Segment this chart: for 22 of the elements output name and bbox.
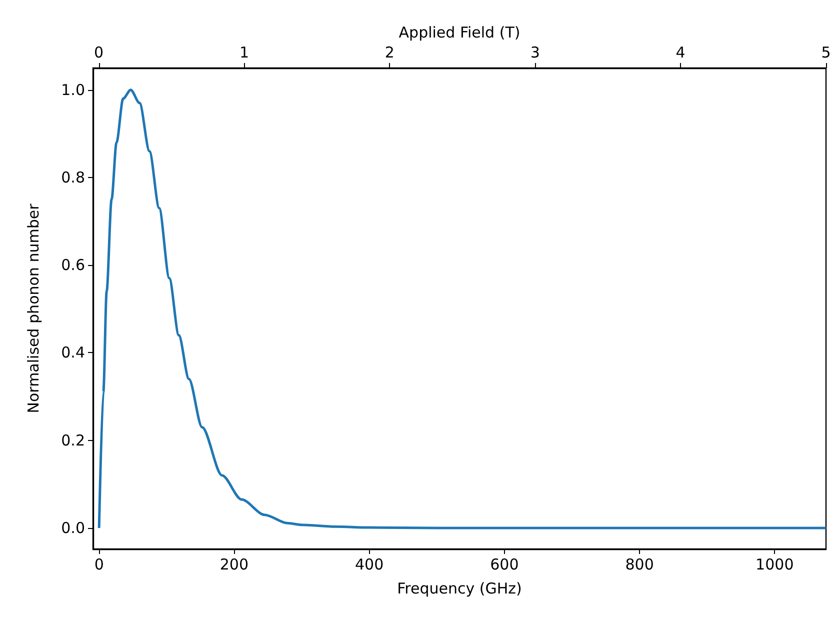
x2-tick-label: 3 <box>530 44 540 62</box>
x2-tick-label: 0 <box>94 44 104 62</box>
x-tick-label: 0 <box>94 556 104 574</box>
y-tick-label: 0.2 <box>61 431 85 450</box>
line-series <box>98 88 828 530</box>
x2-axis-title: Applied Field (T) <box>398 24 520 42</box>
x-tick-label: 600 <box>490 556 519 574</box>
x2-tick-label: 4 <box>676 44 686 62</box>
x-axis-title: Frequency (GHz) <box>397 580 522 598</box>
x-tick-label: 400 <box>354 556 384 574</box>
y-tick-label: 0.6 <box>61 256 85 274</box>
y-tick-label: 0.4 <box>61 344 85 362</box>
x-tick-label: 800 <box>625 556 654 574</box>
y-tick-label: 0.0 <box>61 518 85 537</box>
x-tick-label: 1000 <box>756 556 794 574</box>
x-tick-label: 200 <box>220 556 249 574</box>
y-tick-label: 0.8 <box>61 168 85 187</box>
x2-tick-label: 1 <box>239 44 250 62</box>
x2-tick-label: 2 <box>384 44 394 62</box>
y-axis-title: Normalised phonon number <box>24 202 42 414</box>
y-tick-label: 1.0 <box>61 80 85 99</box>
x2-tick-label: 5 <box>821 44 831 62</box>
